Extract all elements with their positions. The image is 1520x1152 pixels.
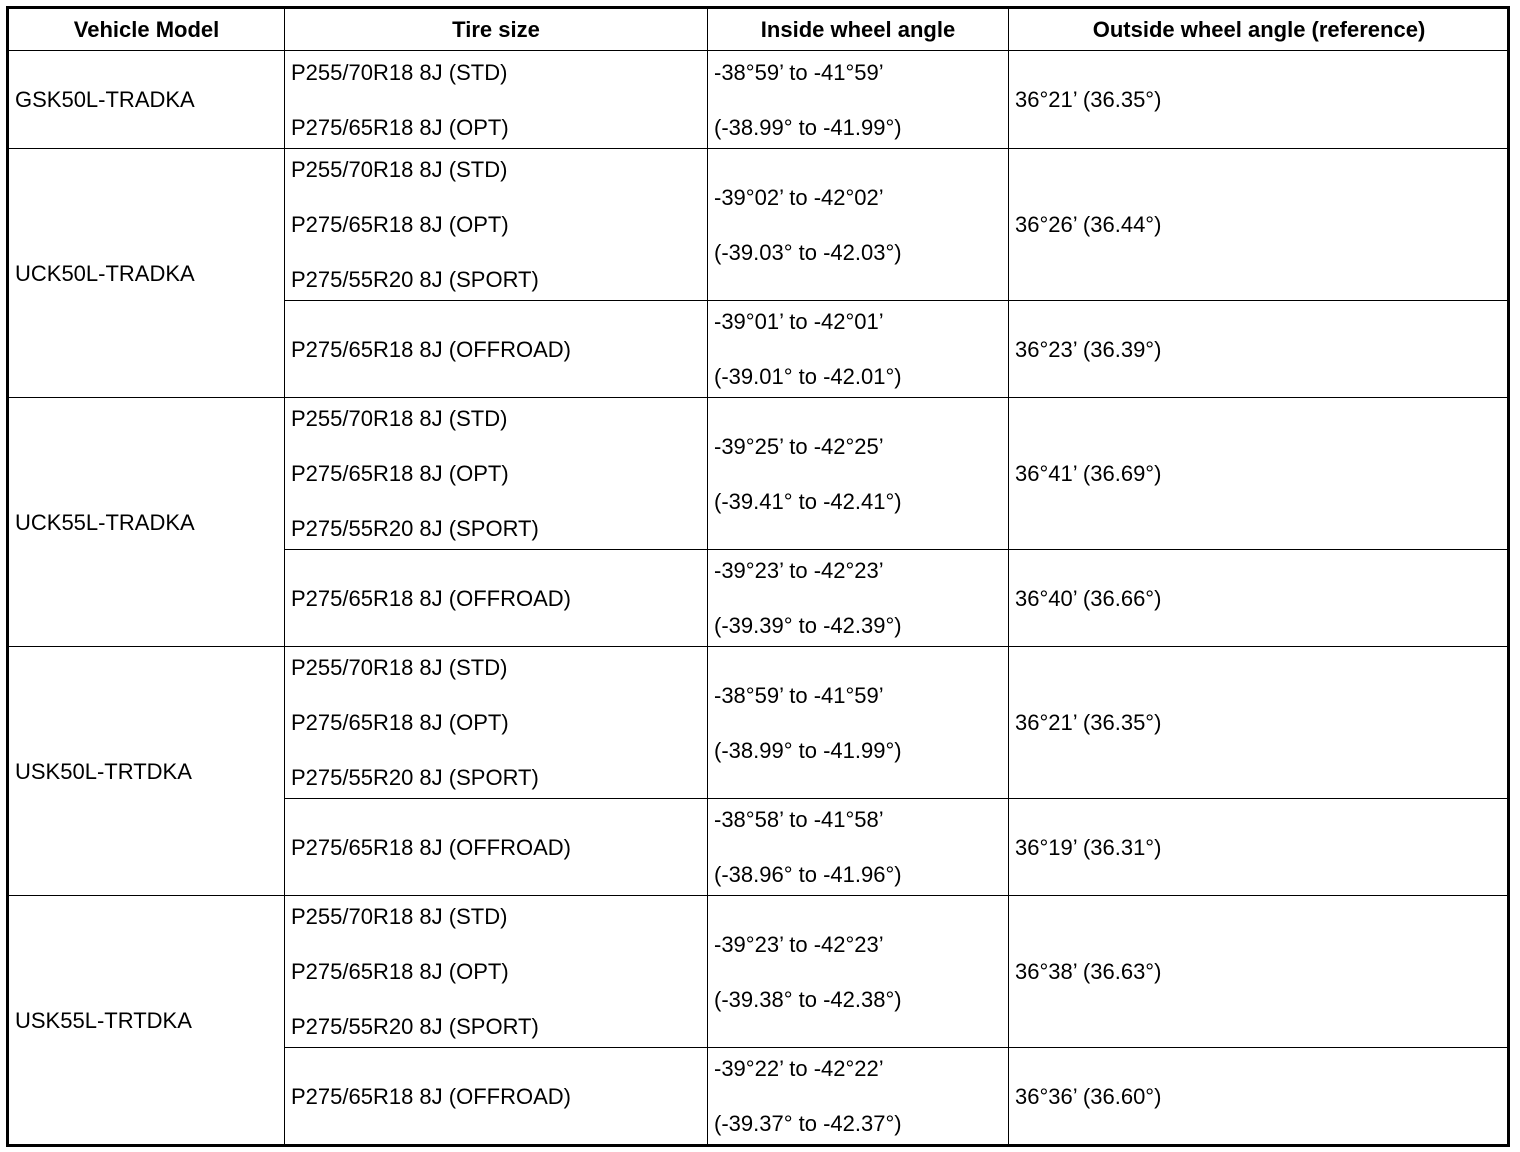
cell-text: P275/55R20 8J (SPORT) — [291, 516, 539, 541]
cell-text: 36°19’ (36.31°) — [1015, 834, 1162, 860]
inside-angle-cell: -38°58’ to -41°58’ (-38.96° to -41.96°) — [708, 799, 1009, 896]
cell-text: -38°59’ to -41°59’ — [714, 682, 884, 708]
cell-text: P255/70R18 8J (STD) — [291, 904, 508, 929]
cell-text: P275/65R18 8J (OFFROAD) — [291, 1083, 571, 1109]
model-cell: UCK50L-TRADKA — [9, 149, 285, 398]
cell-text: P275/65R18 8J (OPT) — [291, 461, 509, 486]
tire-cell: P255/70R18 8J (STD) P275/65R18 8J (OPT) P2… — [285, 149, 708, 301]
cell-text: P275/65R18 8J (OPT) — [291, 114, 509, 140]
cell-text: -38°58’ to -41°58’ — [714, 807, 884, 832]
cell-text: P275/55R20 8J (SPORT) — [291, 1014, 539, 1039]
header-cell: Tire size — [285, 9, 708, 51]
table: Vehicle Model Tire size Inside wheel angle… — [6, 6, 1510, 1147]
inside-angle-cell: -39°22’ to -42°22’ (-39.37° to -42.37°) — [708, 1048, 1009, 1145]
cell-text: (-39.39° to -42.39°) — [714, 613, 902, 638]
model-cell: USK50L-TRTDKA — [9, 647, 285, 896]
tire-cell: P255/70R18 8J (STD) P275/65R18 8J (OPT) P2… — [285, 647, 708, 799]
inside-angle-cell: -39°01’ to -42°01’ (-39.01° to -42.01°) — [708, 301, 1009, 398]
model-cell: UCK55L-TRADKA — [9, 398, 285, 647]
inside-angle-cell: -39°25’ to -42°25’ (-39.41° to -42.41°) — [708, 398, 1009, 550]
cell-text: -39°23’ to -42°23’ — [714, 931, 884, 957]
cell-text: P275/65R18 8J (OFFROAD) — [291, 834, 571, 860]
cell-text: -39°02’ to -42°02’ — [714, 184, 884, 210]
cell-text: 36°21’ (36.35°) — [1015, 710, 1162, 735]
tire-cell: P275/65R18 8J (OFFROAD) — [285, 1048, 708, 1145]
inside-angle-cell: -38°59’ to -41°59’ (-38.99° to -41.99°) — [708, 51, 1009, 149]
cell-text: 36°36’ (36.60°) — [1015, 1083, 1162, 1109]
cell-text: -39°25’ to -42°25’ — [714, 433, 884, 459]
cell-text: -38°59’ to -41°59’ — [714, 59, 884, 85]
cell-text: Inside wheel angle — [760, 16, 956, 42]
cell-text: 36°21’ (36.35°) — [1015, 87, 1162, 112]
outside-angle-cell: 36°26’ (36.44°) — [1009, 149, 1510, 301]
tire-cell: P255/70R18 8J (STD) P275/65R18 8J (OPT) P2… — [285, 896, 708, 1048]
cell-text: P275/65R18 8J (OPT) — [291, 959, 509, 984]
cell-text: P255/70R18 8J (STD) — [291, 157, 508, 182]
cell-text: (-38.96° to -41.96°) — [714, 862, 902, 887]
cell-text: P255/70R18 8J (STD) — [291, 59, 508, 85]
model-cell: GSK50L-TRADKA — [9, 51, 285, 149]
cell-text: UCK50L-TRADKA — [15, 260, 195, 286]
cell-text: (-39.38° to -42.38°) — [714, 986, 902, 1012]
cell-text: (-39.01° to -42.01°) — [714, 364, 902, 389]
outside-angle-cell: 36°19’ (36.31°) — [1009, 799, 1510, 896]
cell-text: (-38.99° to -41.99°) — [714, 737, 902, 763]
header-cell: Vehicle Model — [9, 9, 285, 51]
cell-text: (-39.41° to -42.41°) — [714, 488, 902, 514]
outside-angle-cell: 36°21’ (36.35°) — [1009, 647, 1510, 799]
cell-text: UCK55L-TRADKA — [15, 509, 195, 535]
cell-text: P275/65R18 8J (OFFROAD) — [291, 585, 571, 611]
cell-text: P275/55R20 8J (SPORT) — [291, 765, 539, 790]
cell-text: Tire size — [452, 16, 540, 42]
outside-angle-cell: 36°41’ (36.69°) — [1009, 398, 1510, 550]
outside-angle-cell: 36°36’ (36.60°) — [1009, 1048, 1510, 1145]
cell-text: (-38.99° to -41.99°) — [714, 114, 902, 140]
cell-text: USK55L-TRTDKA — [15, 1007, 192, 1033]
cell-text: -39°22’ to -42°22’ — [714, 1056, 884, 1081]
tire-cell: P275/65R18 8J (OFFROAD) — [285, 550, 708, 647]
cell-text: GSK50L-TRADKA — [15, 87, 195, 112]
outside-angle-cell: 36°40’ (36.66°) — [1009, 550, 1510, 647]
header-cell: Inside wheel angle — [708, 9, 1009, 51]
cell-text: USK50L-TRTDKA — [15, 758, 192, 784]
cell-text: (-39.37° to -42.37°) — [714, 1111, 902, 1136]
cell-text: P275/55R20 8J (SPORT) — [291, 267, 539, 292]
cell-text: 36°23’ (36.39°) — [1015, 336, 1162, 362]
inside-angle-cell: -38°59’ to -41°59’ (-38.99° to -41.99°) — [708, 647, 1009, 799]
cell-text: P275/65R18 8J (OFFROAD) — [291, 336, 571, 362]
cell-text: 36°26’ (36.44°) — [1015, 212, 1162, 237]
cell-text: P255/70R18 8J (STD) — [291, 655, 508, 680]
cell-text: P275/65R18 8J (OPT) — [291, 710, 509, 735]
cell-text: -39°01’ to -42°01’ — [714, 309, 884, 334]
inside-angle-cell: -39°23’ to -42°23’ (-39.38° to -42.38°) — [708, 896, 1009, 1048]
header-cell: Outside wheel angle (reference) — [1009, 9, 1510, 51]
outside-angle-cell: 36°21’ (36.35°) — [1009, 51, 1510, 149]
tire-cell: P255/70R18 8J (STD) P275/65R18 8J (OPT) — [285, 51, 708, 149]
cell-text: P255/70R18 8J (STD) — [291, 406, 508, 431]
tire-cell: P275/65R18 8J (OFFROAD) — [285, 799, 708, 896]
tire-cell: P275/65R18 8J (OFFROAD) — [285, 301, 708, 398]
inside-angle-cell: -39°02’ to -42°02’ (-39.03° to -42.03°) — [708, 149, 1009, 301]
cell-text: 36°40’ (36.66°) — [1015, 585, 1162, 611]
outside-angle-cell: 36°23’ (36.39°) — [1009, 301, 1510, 398]
cell-text: Outside wheel angle (reference) — [1092, 16, 1426, 42]
model-cell: USK55L-TRTDKA — [9, 896, 285, 1145]
cell-text: (-39.03° to -42.03°) — [714, 239, 902, 265]
tire-cell: P255/70R18 8J (STD) P275/65R18 8J (OPT) P2… — [285, 398, 708, 550]
outside-angle-cell: 36°38’ (36.63°) — [1009, 896, 1510, 1048]
cell-text: Vehicle Model — [73, 16, 220, 42]
cell-text: 36°38’ (36.63°) — [1015, 959, 1162, 984]
cell-text: -39°23’ to -42°23’ — [714, 558, 884, 583]
cell-text: P275/65R18 8J (OPT) — [291, 212, 509, 237]
inside-angle-cell: -39°23’ to -42°23’ (-39.39° to -42.39°) — [708, 550, 1009, 647]
cell-text: 36°41’ (36.69°) — [1015, 461, 1162, 486]
